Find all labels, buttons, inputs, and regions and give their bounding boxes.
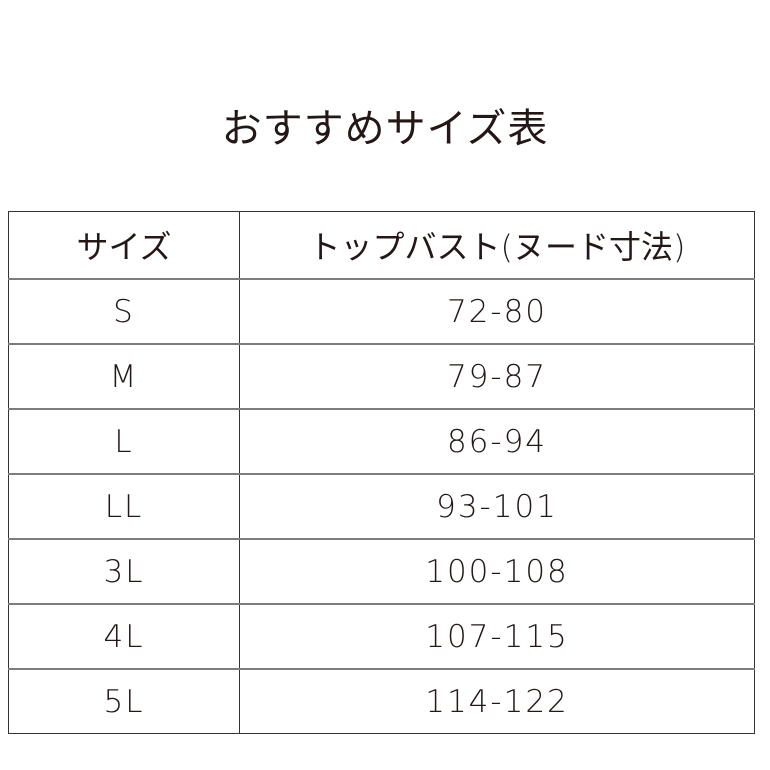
size-cell: 3L: [8, 538, 240, 604]
header-top-bust: トップバスト(ヌード寸法): [308, 228, 686, 266]
size-cell: 5L: [8, 668, 240, 734]
table-row: 5L 114-122: [8, 668, 755, 734]
bust-cell: 72-80: [239, 278, 755, 344]
table-row: 4L 107-115: [8, 603, 755, 669]
table-row: S 72-80: [8, 278, 755, 344]
table-row: LL 93-101: [8, 473, 755, 539]
bust-cell: 107-115: [239, 603, 755, 669]
table-row: M 79-87: [8, 343, 755, 409]
table-header-row: サイズ トップバスト(ヌード寸法): [8, 211, 755, 279]
size-table: サイズ トップバスト(ヌード寸法) S 72-80 M 79-87 L 86-94 L…: [8, 211, 755, 734]
bust-cell: 86-94: [239, 408, 755, 474]
table-row: L 86-94: [8, 408, 755, 474]
bust-cell: 79-87: [239, 343, 755, 409]
size-cell: 4L: [8, 603, 240, 669]
page-title: おすすめサイズ表: [221, 106, 549, 152]
size-cell: LL: [8, 473, 240, 539]
header-size: サイズ: [8, 211, 240, 279]
bust-cell: 114-122: [239, 668, 755, 734]
size-cell: M: [8, 343, 240, 409]
bust-cell: 100-108: [239, 538, 755, 604]
table-row: 3L 100-108: [8, 538, 755, 604]
size-cell: S: [8, 278, 240, 344]
bust-cell: 93-101: [239, 473, 755, 539]
size-cell: L: [8, 408, 240, 474]
